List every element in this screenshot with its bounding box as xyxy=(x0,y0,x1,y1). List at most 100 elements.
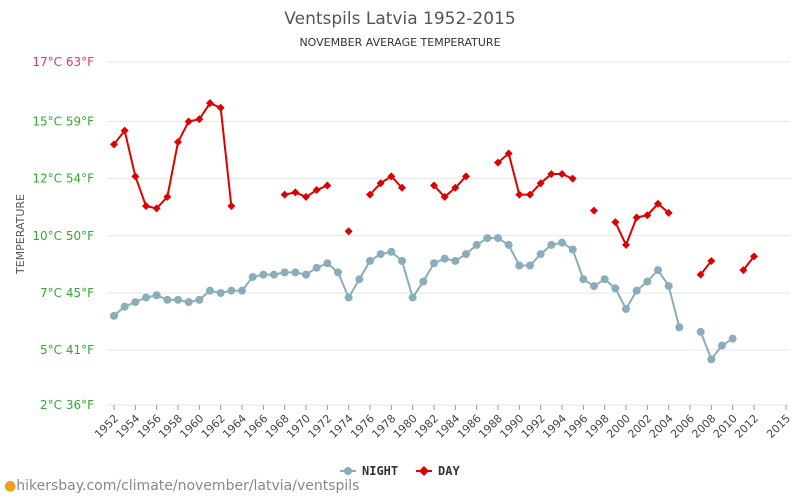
data-point-day[interactable] xyxy=(302,192,310,201)
data-point-night[interactable] xyxy=(259,270,268,279)
data-point-day[interactable] xyxy=(206,99,214,108)
data-point-night[interactable] xyxy=(174,295,182,304)
data-point-day[interactable] xyxy=(366,190,374,199)
data-point-night[interactable] xyxy=(366,256,374,265)
data-point-night[interactable] xyxy=(579,275,588,284)
data-point-night[interactable] xyxy=(227,286,236,295)
data-point-night[interactable] xyxy=(152,291,161,300)
data-point-day[interactable] xyxy=(536,179,545,188)
data-point-night[interactable] xyxy=(718,341,726,350)
data-point-night[interactable] xyxy=(558,238,566,247)
watermark-link[interactable]: hikersbay.com/climate/november/latvia/ve… xyxy=(16,478,360,494)
data-point-night[interactable] xyxy=(376,250,385,259)
data-point-night[interactable] xyxy=(440,254,449,263)
data-point-night[interactable] xyxy=(600,275,609,284)
data-point-night[interactable] xyxy=(387,247,396,256)
legend-item-day[interactable]: DAY xyxy=(416,464,460,478)
data-point-day[interactable] xyxy=(643,211,652,220)
data-point-night[interactable] xyxy=(206,286,214,295)
data-point-day[interactable] xyxy=(216,103,225,112)
legend[interactable]: NIGHT DAY xyxy=(340,464,460,478)
data-point-night[interactable] xyxy=(451,256,460,265)
data-point-day[interactable] xyxy=(611,218,620,227)
data-point-night[interactable] xyxy=(430,259,438,268)
data-point-night[interactable] xyxy=(526,261,534,270)
data-point-night[interactable] xyxy=(472,240,481,249)
data-point-night[interactable] xyxy=(270,270,278,279)
data-point-day[interactable] xyxy=(558,170,566,179)
data-point-night[interactable] xyxy=(312,263,321,272)
data-point-night[interactable] xyxy=(632,286,641,295)
data-point-day[interactable] xyxy=(504,149,513,158)
data-point-night[interactable] xyxy=(408,293,417,302)
data-point-day[interactable] xyxy=(227,202,236,211)
data-point-day[interactable] xyxy=(312,186,321,195)
data-point-night[interactable] xyxy=(131,298,140,307)
data-point-night[interactable] xyxy=(728,334,737,343)
data-point-night[interactable] xyxy=(504,240,513,249)
data-point-day[interactable] xyxy=(323,181,332,190)
data-point-day[interactable] xyxy=(280,190,289,199)
data-point-day[interactable] xyxy=(195,115,204,124)
data-point-day[interactable] xyxy=(398,183,406,192)
data-point-day[interactable] xyxy=(131,172,140,181)
data-point-night[interactable] xyxy=(494,234,502,243)
data-point-day[interactable] xyxy=(654,199,662,208)
data-point-night[interactable] xyxy=(302,270,310,279)
data-point-day[interactable] xyxy=(462,172,470,181)
data-point-day[interactable] xyxy=(387,172,396,181)
data-point-night[interactable] xyxy=(216,288,225,297)
data-point-day[interactable] xyxy=(120,126,129,135)
data-point-night[interactable] xyxy=(344,293,353,302)
data-point-night[interactable] xyxy=(323,259,332,268)
data-point-day[interactable] xyxy=(142,202,150,211)
data-point-night[interactable] xyxy=(536,250,545,259)
data-point-day[interactable] xyxy=(632,213,641,222)
data-point-day[interactable] xyxy=(344,227,353,236)
data-point-day[interactable] xyxy=(376,179,385,188)
data-point-day[interactable] xyxy=(664,208,673,217)
data-point-night[interactable] xyxy=(568,245,577,254)
data-point-night[interactable] xyxy=(238,286,246,295)
data-point-night[interactable] xyxy=(280,268,289,277)
data-point-day[interactable] xyxy=(750,252,758,261)
data-point-day[interactable] xyxy=(430,181,438,190)
legend-item-night[interactable]: NIGHT xyxy=(340,464,398,478)
data-point-night[interactable] xyxy=(355,275,364,284)
data-point-night[interactable] xyxy=(675,323,684,332)
data-point-day[interactable] xyxy=(568,174,577,183)
data-point-night[interactable] xyxy=(184,298,193,307)
data-point-night[interactable] xyxy=(248,272,257,281)
data-point-day[interactable] xyxy=(440,192,449,201)
data-point-day[interactable] xyxy=(152,204,161,213)
data-point-night[interactable] xyxy=(643,277,652,286)
data-point-night[interactable] xyxy=(483,234,492,243)
data-point-day[interactable] xyxy=(291,188,300,197)
data-point-night[interactable] xyxy=(110,311,118,320)
data-point-night[interactable] xyxy=(419,277,428,286)
data-point-day[interactable] xyxy=(547,170,556,179)
data-point-day[interactable] xyxy=(622,240,630,249)
data-point-night[interactable] xyxy=(707,355,716,364)
watermark[interactable]: ●hikersbay.com/climate/november/latvia/v… xyxy=(4,478,359,494)
data-point-night[interactable] xyxy=(334,268,342,277)
data-point-day[interactable] xyxy=(739,266,748,275)
data-point-night[interactable] xyxy=(163,295,172,304)
data-point-night[interactable] xyxy=(547,240,556,249)
data-point-day[interactable] xyxy=(174,138,182,147)
data-point-night[interactable] xyxy=(622,304,630,313)
data-point-day[interactable] xyxy=(696,270,705,279)
data-point-night[interactable] xyxy=(142,293,150,302)
data-point-night[interactable] xyxy=(590,282,598,291)
data-point-night[interactable] xyxy=(654,266,662,275)
data-point-night[interactable] xyxy=(462,250,470,259)
data-point-night[interactable] xyxy=(515,261,524,270)
data-point-night[interactable] xyxy=(120,302,129,311)
data-point-day[interactable] xyxy=(494,158,502,167)
data-point-day[interactable] xyxy=(590,206,598,215)
data-point-day[interactable] xyxy=(184,117,193,126)
data-point-day[interactable] xyxy=(110,140,118,149)
data-point-day[interactable] xyxy=(451,183,460,192)
data-point-day[interactable] xyxy=(515,190,524,199)
data-point-day[interactable] xyxy=(163,192,172,201)
